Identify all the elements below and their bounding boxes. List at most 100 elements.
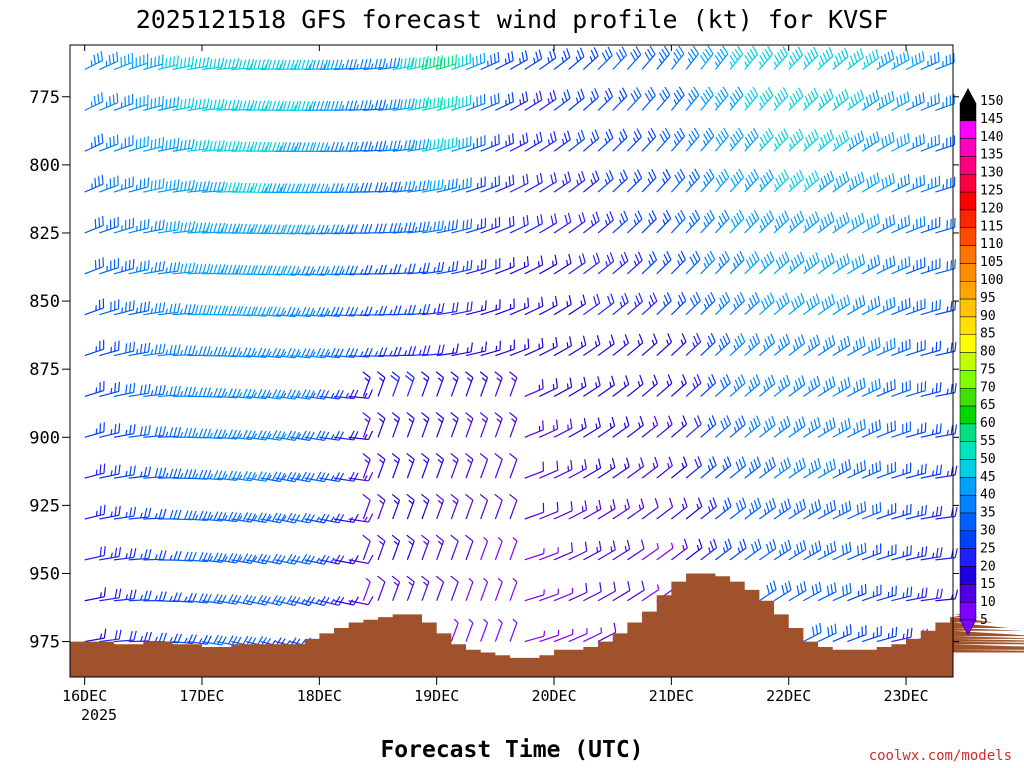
wind-barb bbox=[348, 182, 373, 193]
colorbar-label: 135 bbox=[980, 148, 1003, 163]
wind-barb bbox=[435, 371, 445, 397]
wind-barb bbox=[847, 583, 867, 602]
wind-barb bbox=[113, 589, 137, 602]
wind-barb bbox=[700, 250, 716, 275]
wind-barb bbox=[436, 54, 457, 71]
colorbar-bottom-arrow bbox=[959, 619, 977, 636]
colorbar-label: 35 bbox=[980, 506, 996, 521]
wind-barb bbox=[788, 581, 807, 602]
wind-barb bbox=[583, 499, 602, 520]
wind-barb bbox=[817, 417, 836, 438]
wind-barb bbox=[905, 257, 926, 275]
wind-barb bbox=[832, 47, 849, 70]
wind-barb bbox=[773, 210, 790, 234]
wind-barb bbox=[128, 342, 151, 357]
wind-barb bbox=[450, 575, 459, 601]
wind-barb bbox=[656, 45, 670, 70]
wind-barb bbox=[788, 416, 806, 438]
wind-barb bbox=[847, 171, 865, 193]
wind-barb bbox=[405, 371, 415, 397]
wind-barb bbox=[465, 217, 487, 234]
wind-barb bbox=[627, 498, 645, 520]
wind-barb bbox=[861, 584, 882, 602]
wind-barb bbox=[714, 86, 729, 111]
wind-barb bbox=[539, 254, 558, 275]
wind-barb bbox=[494, 537, 503, 561]
wind-barb bbox=[246, 141, 270, 152]
wind-barb bbox=[847, 48, 864, 70]
wind-barb bbox=[495, 92, 514, 111]
wind-barb bbox=[201, 181, 225, 193]
wind-barb bbox=[187, 263, 211, 275]
colorbar-label: 30 bbox=[980, 524, 996, 539]
wind-barb bbox=[861, 419, 881, 438]
wind-barb bbox=[158, 509, 182, 520]
wind-barb bbox=[391, 575, 401, 601]
colorbar-label: 65 bbox=[980, 398, 996, 413]
wind-barb bbox=[465, 618, 474, 642]
wind-barb bbox=[920, 299, 941, 316]
colorbar-segment bbox=[959, 512, 977, 532]
wind-barb bbox=[597, 87, 614, 111]
wind-barb bbox=[480, 93, 500, 111]
wind-barb bbox=[113, 259, 135, 275]
wind-barb bbox=[128, 549, 152, 561]
wind-barb bbox=[758, 333, 776, 357]
colorbar-segment bbox=[959, 263, 977, 282]
wind-barb bbox=[84, 339, 105, 357]
wind-barb bbox=[729, 45, 744, 70]
wind-barb bbox=[641, 584, 660, 602]
wind-barb bbox=[685, 250, 701, 275]
wind-barb bbox=[568, 253, 586, 275]
wind-barb bbox=[847, 501, 867, 520]
wind-barb bbox=[539, 48, 557, 71]
wind-barb bbox=[744, 168, 759, 193]
wind-barb bbox=[480, 618, 489, 642]
wind-barb bbox=[509, 493, 518, 520]
wind-barb bbox=[612, 87, 628, 111]
wind-barb bbox=[626, 333, 644, 357]
wind-barb bbox=[817, 623, 837, 643]
colorbar-segment bbox=[959, 370, 977, 389]
wind-barb bbox=[935, 217, 956, 234]
wind-barb bbox=[479, 371, 489, 397]
wind-barbs bbox=[84, 45, 959, 648]
wind-barb bbox=[99, 93, 119, 111]
wind-barb bbox=[113, 506, 137, 520]
wind-barb bbox=[583, 540, 602, 561]
colorbar-segment bbox=[959, 334, 977, 353]
wind-barb bbox=[524, 255, 544, 275]
wind-barb bbox=[231, 470, 256, 482]
wind-barb bbox=[539, 501, 559, 520]
wind-barb bbox=[128, 383, 151, 398]
wind-barb bbox=[480, 340, 501, 357]
colorbar-label: 130 bbox=[980, 166, 1003, 181]
wind-barb bbox=[143, 384, 166, 398]
wind-barb bbox=[568, 459, 587, 479]
wind-barb bbox=[817, 252, 835, 275]
wind-barb bbox=[465, 93, 486, 111]
wind-barb bbox=[788, 375, 806, 397]
wind-barb bbox=[568, 294, 587, 316]
wind-barb bbox=[128, 177, 150, 193]
wind-barb bbox=[920, 423, 942, 438]
wind-barb bbox=[597, 499, 616, 520]
wind-barb bbox=[363, 347, 388, 358]
wind-barb bbox=[905, 463, 927, 479]
wind-barb bbox=[773, 333, 791, 357]
wind-barb bbox=[128, 425, 151, 438]
wind-barb bbox=[759, 498, 777, 520]
wind-barb bbox=[553, 377, 573, 397]
wind-barb bbox=[715, 497, 732, 520]
x-axis-label: Forecast Time (UTC) bbox=[380, 737, 643, 763]
wind-barb bbox=[788, 169, 805, 193]
wind-barb bbox=[84, 51, 104, 71]
wind-barb bbox=[201, 346, 226, 357]
wind-barb bbox=[714, 374, 731, 397]
wind-barb bbox=[597, 46, 613, 70]
wind-barb bbox=[773, 128, 789, 152]
wind-barb bbox=[817, 129, 835, 152]
wind-barb bbox=[187, 469, 212, 480]
wind-barb bbox=[935, 135, 955, 152]
wind-barb bbox=[509, 50, 528, 71]
